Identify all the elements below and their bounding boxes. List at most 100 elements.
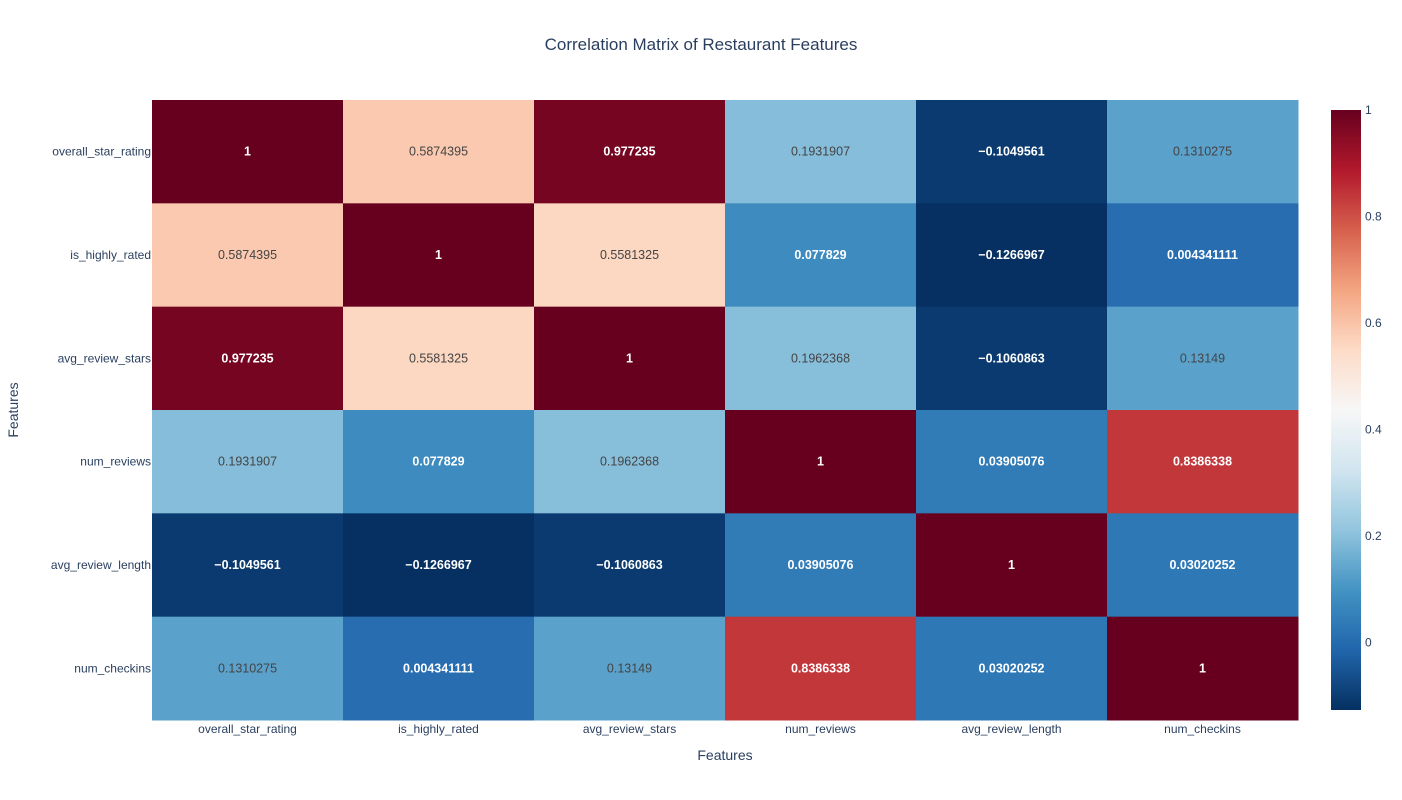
heatmap-cell <box>916 306 1108 411</box>
heatmap-cell <box>725 100 917 204</box>
heatmap-cell-label: −0.1060863 <box>978 351 1044 365</box>
x-axis-title: Features <box>697 747 752 763</box>
heatmap-cell <box>725 410 917 514</box>
heatmap-cell <box>343 203 535 308</box>
heatmap-cell <box>534 203 726 308</box>
heatmap-cell-label: 1 <box>817 455 824 469</box>
heatmap-cell-label: 0.5581325 <box>600 248 659 262</box>
heatmap-cell-label: −0.1266967 <box>978 248 1044 262</box>
heatmap-cell <box>916 616 1108 721</box>
heatmap-cell-label: 0.1962368 <box>600 455 659 469</box>
y-tick-label: num_reviews <box>80 455 151 469</box>
heatmap-cell-label: 0.8386338 <box>791 661 850 675</box>
heatmap-cell-label: 0.8386338 <box>1173 455 1232 469</box>
heatmap-cell <box>1107 513 1299 618</box>
heatmap-cell <box>534 410 726 514</box>
heatmap-cell-label: 0.1310275 <box>218 661 277 675</box>
heatmap-cell <box>916 410 1108 514</box>
heatmap-cell-label: −0.1049561 <box>214 558 280 572</box>
chart-title: Correlation Matrix of Restaurant Feature… <box>545 35 858 54</box>
y-axis-title: Features <box>5 382 21 437</box>
heatmap-cell-label: 0.1931907 <box>218 455 277 469</box>
heatmap-cell-label: −0.1049561 <box>978 145 1044 159</box>
x-tick-label: num_reviews <box>785 722 856 736</box>
heatmap-cell <box>1107 410 1299 514</box>
heatmap-cell <box>916 513 1108 618</box>
heatmap-cell-label: 1 <box>1199 661 1206 675</box>
heatmap-cell-label: 0.004341111 <box>1167 248 1238 262</box>
heatmap-cell <box>1107 100 1299 204</box>
heatmap-cell-label: 1 <box>435 248 442 262</box>
heatmap-cell <box>725 513 917 618</box>
heatmap-cell-label: −0.1266967 <box>405 558 471 572</box>
heatmap-cell-label: 0.077829 <box>794 248 846 262</box>
colorbar-tick-label: 0.2 <box>1365 529 1382 543</box>
heatmap-cell <box>152 616 344 721</box>
heatmap-cell-label: 0.5581325 <box>409 351 468 365</box>
y-tick-label: avg_review_length <box>51 558 151 572</box>
colorbar-ticks: 0 0.2 0.4 0.6 0.8 1 <box>1365 103 1382 650</box>
heatmap-cell <box>916 100 1108 204</box>
heatmap-cell <box>152 513 344 618</box>
heatmap-cell-label: 0.977235 <box>603 145 655 159</box>
heatmap-cell <box>534 513 726 618</box>
heatmap-cell <box>1107 306 1299 411</box>
heatmap-cell <box>725 203 917 308</box>
heatmap-cell <box>152 203 344 308</box>
heatmap-cell-label: 0.13149 <box>607 661 652 675</box>
heatmap-cell <box>343 306 535 411</box>
colorbar-tick-label: 1 <box>1365 103 1372 117</box>
heatmap-cell-label: 0.13149 <box>1180 351 1225 365</box>
heatmap-cell-labels: 1 0.5874395 0.977235 0.1931907 −0.1049561 0.1… <box>214 145 1238 676</box>
heatmap-cell <box>343 410 535 514</box>
y-tick-label: overall_star_rating <box>52 145 151 159</box>
heatmap-cell <box>152 306 344 411</box>
colorbar-tick-label: 0.8 <box>1365 210 1382 224</box>
x-tick-label: avg_review_length <box>961 722 1061 736</box>
y-tick-label: is_highly_rated <box>70 248 151 262</box>
heatmap-cell-label: 1 <box>244 145 251 159</box>
heatmap-cell <box>152 410 344 514</box>
heatmap-cell-label: 0.03905076 <box>787 558 853 572</box>
heatmap-cell-label: 0.1931907 <box>791 145 850 159</box>
heatmap-cell <box>343 513 535 618</box>
heatmap-cell <box>534 306 726 411</box>
heatmap-cell-label: 0.5874395 <box>218 248 277 262</box>
heatmap-cell-label: 0.03020252 <box>1169 558 1235 572</box>
x-tick-label: avg_review_stars <box>583 722 676 736</box>
heatmap-cell <box>534 100 726 204</box>
heatmap-cell <box>1107 616 1299 721</box>
heatmap-cell <box>1107 203 1299 308</box>
colorbar-tick-label: 0 <box>1365 636 1372 650</box>
heatmap-cell <box>152 100 344 204</box>
heatmap-cell <box>916 203 1108 308</box>
heatmap-cell-label: 0.977235 <box>221 351 273 365</box>
heatmap-cell <box>725 306 917 411</box>
y-tick-label: avg_review_stars <box>58 351 151 365</box>
heatmap-cell <box>725 616 917 721</box>
heatmap-cell-label: 0.1962368 <box>791 351 850 365</box>
heatmap-cell <box>534 616 726 721</box>
heatmap-cells <box>152 100 1299 721</box>
heatmap-cell-label: 1 <box>626 351 633 365</box>
x-axis-ticks: overall_star_rating is_highly_rated avg_re… <box>198 722 1241 736</box>
y-axis-ticks: overall_star_rating is_highly_rated avg_re… <box>51 145 151 676</box>
heatmap-cell-label: 0.03905076 <box>978 455 1044 469</box>
heatmap-cell <box>343 100 535 204</box>
heatmap-cell-label: −0.1060863 <box>596 558 662 572</box>
y-tick-label: num_checkins <box>74 661 151 675</box>
heatmap-cell-label: 0.077829 <box>412 455 464 469</box>
heatmap-cell-label: 0.1310275 <box>1173 145 1232 159</box>
x-tick-label: num_checkins <box>1164 722 1241 736</box>
x-tick-label: overall_star_rating <box>198 722 297 736</box>
heatmap-cell-label: 0.03020252 <box>978 661 1044 675</box>
heatmap-cell <box>343 616 535 721</box>
x-tick-label: is_highly_rated <box>398 722 479 736</box>
heatmap-cell-label: 0.5874395 <box>409 145 468 159</box>
colorbar-tick-label: 0.6 <box>1365 316 1382 330</box>
heatmap-cell-label: 1 <box>1008 558 1015 572</box>
heatmap-cell-label: 0.004341111 <box>403 661 474 675</box>
colorbar <box>1331 110 1361 710</box>
colorbar-tick-label: 0.4 <box>1365 423 1382 437</box>
